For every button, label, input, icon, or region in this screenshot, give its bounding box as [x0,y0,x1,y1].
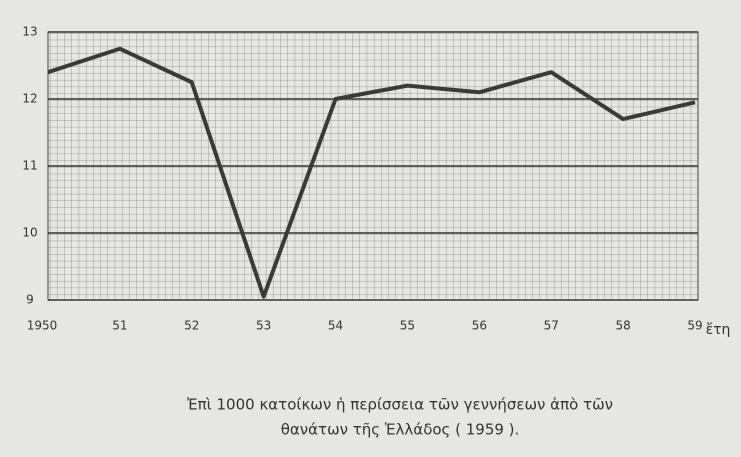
caption: θανάτων τῆς Ἑλλάδος ( 1959 ). [281,421,520,439]
x-tick-label: 58 [615,319,630,333]
x-tick-label: 56 [472,319,487,333]
y-tick-label: 11 [22,159,37,173]
caption: Ἐπὶ 1000 κατοίκων ἡ περίσσεια τῶν γεννήσ… [187,396,613,414]
x-tick-label: 55 [400,319,415,333]
y-tick-label: 9 [26,293,34,307]
y-tick-label: 10 [22,226,37,240]
x-tick-label: 1950 [27,319,58,333]
x-tick-label: 57 [544,319,559,333]
y-tick-label: 13 [22,25,37,39]
y-tick-label: 12 [22,92,37,106]
x-tick-label: 51 [112,319,127,333]
x-tick-label: 52 [184,319,199,333]
x-tick-label: 59 [687,319,702,333]
x-axis-label: ἔτη [706,322,731,338]
x-tick-label: 53 [256,319,271,333]
x-tick-label: 54 [328,319,343,333]
line [47,46,696,299]
